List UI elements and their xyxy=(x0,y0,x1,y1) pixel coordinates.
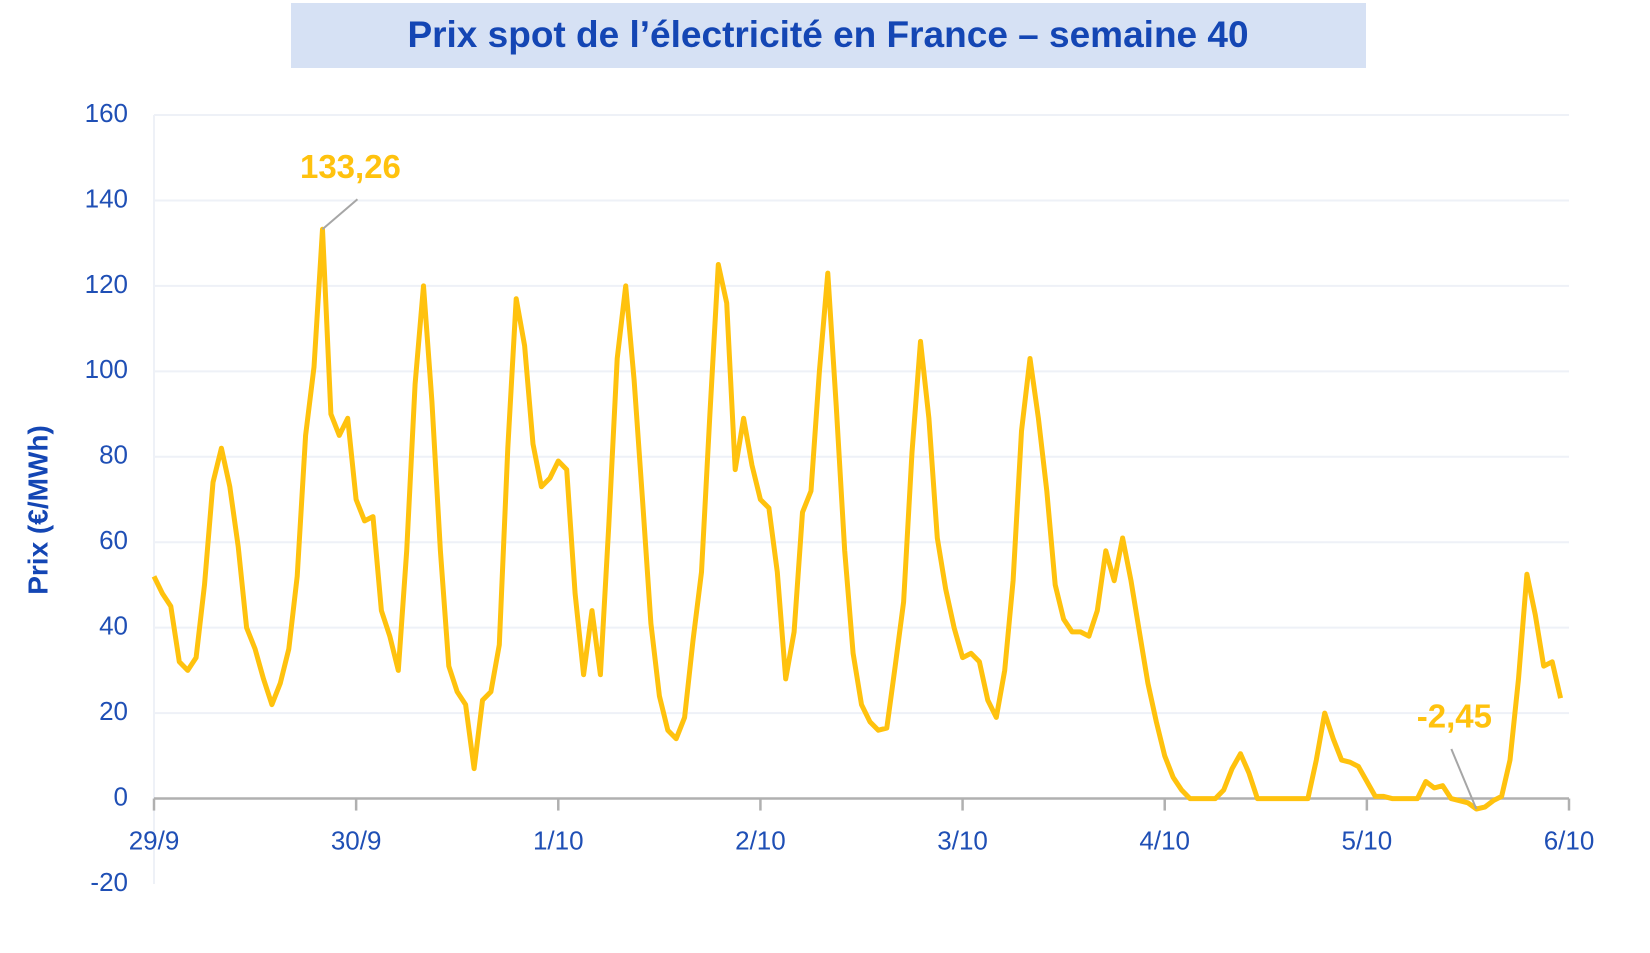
x-tick-label: 1/10 xyxy=(533,825,584,855)
data-label: 133,26 xyxy=(300,148,401,185)
y-tick-label: 140 xyxy=(85,183,128,213)
title-box xyxy=(291,3,1366,68)
y-tick-label: 160 xyxy=(85,98,128,128)
y-tick-label: 80 xyxy=(99,440,128,470)
data-label: -2,45 xyxy=(1417,698,1492,735)
leader-line xyxy=(321,198,359,230)
x-tick-label: 30/9 xyxy=(331,825,382,855)
y-tick-label: 120 xyxy=(85,269,128,299)
x-tick-label: 6/10 xyxy=(1544,825,1595,855)
x-tick-label: 5/10 xyxy=(1342,825,1393,855)
x-tick-label: 4/10 xyxy=(1139,825,1190,855)
y-tick-label: 20 xyxy=(99,696,128,726)
y-tick-label: 40 xyxy=(99,611,128,641)
x-tick-label: 3/10 xyxy=(937,825,988,855)
y-tick-label: -20 xyxy=(90,867,128,897)
y-tick-label: 0 xyxy=(114,781,128,811)
y-tick-label: 60 xyxy=(99,525,128,555)
y-axis-label: Prix (€/MWh) xyxy=(22,425,53,595)
x-tick-label: 29/9 xyxy=(129,825,180,855)
chart-title: Prix spot de l’électricité en France – s… xyxy=(407,14,1248,55)
y-tick-label: 100 xyxy=(85,354,128,384)
leader-line xyxy=(1450,748,1478,810)
x-tick-label: 2/10 xyxy=(735,825,786,855)
price-line xyxy=(151,226,1564,812)
